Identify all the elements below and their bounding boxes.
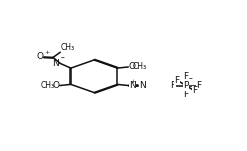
Text: –: –: [188, 74, 192, 84]
Text: CH₃: CH₃: [61, 43, 75, 52]
Text: CH₃: CH₃: [41, 81, 55, 90]
Text: F: F: [174, 76, 180, 85]
Text: O: O: [129, 62, 136, 71]
Text: F: F: [183, 90, 188, 99]
Text: N: N: [53, 58, 59, 67]
Text: O: O: [52, 81, 59, 90]
Text: F: F: [192, 87, 197, 95]
Text: CH₃: CH₃: [133, 62, 147, 71]
Text: +: +: [131, 79, 136, 84]
Text: F: F: [183, 72, 188, 81]
Text: –: –: [61, 53, 64, 62]
Text: F: F: [196, 81, 201, 90]
Text: O: O: [36, 52, 43, 61]
Text: N: N: [129, 81, 136, 90]
Text: +: +: [44, 50, 50, 55]
Text: F: F: [170, 81, 176, 90]
Text: N: N: [139, 81, 146, 90]
Text: P: P: [183, 81, 189, 90]
